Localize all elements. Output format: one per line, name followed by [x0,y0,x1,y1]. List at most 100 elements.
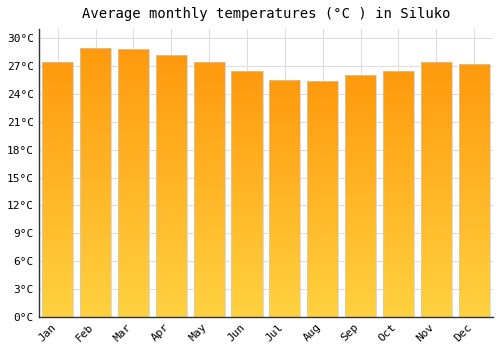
Bar [345,286,376,288]
Bar [421,74,452,77]
Bar [42,95,74,97]
Bar [383,164,414,167]
Bar [42,184,74,187]
Bar [270,139,300,142]
Bar [421,253,452,255]
Bar [421,204,452,207]
Bar [194,294,224,296]
Bar [156,228,187,230]
Bar [421,62,452,317]
Bar [270,239,300,241]
Bar [345,136,376,138]
Bar [307,253,338,255]
Bar [232,169,262,172]
Bar [42,84,74,87]
Bar [307,166,338,168]
Bar [383,191,414,194]
Bar [421,273,452,276]
Bar [194,197,224,199]
Bar [270,118,300,120]
Bar [194,187,224,189]
Bar [194,184,224,187]
Bar [421,179,452,182]
Bar [458,140,490,142]
Bar [307,107,338,109]
Bar [421,128,452,131]
Bar [42,294,74,296]
Bar [118,236,149,239]
Bar [383,228,414,231]
Bar [421,192,452,194]
Bar [232,127,262,130]
Bar [307,272,338,274]
Bar [458,266,490,269]
Bar [345,158,376,160]
Bar [42,248,74,251]
Bar [232,209,262,211]
Bar [118,54,149,57]
Bar [194,284,224,286]
Bar [383,255,414,258]
Bar [307,149,338,152]
Bar [118,161,149,164]
Bar [458,150,490,153]
Bar [345,143,376,146]
Bar [270,210,300,213]
Bar [194,271,224,273]
Bar [42,261,74,263]
Bar [80,131,111,134]
Bar [307,124,338,126]
Bar [80,312,111,314]
Bar [42,79,74,82]
Bar [80,303,111,306]
Bar [118,169,149,172]
Bar [421,258,452,261]
Bar [270,85,300,87]
Bar [156,246,187,249]
Bar [194,289,224,291]
Bar [307,296,338,298]
Bar [421,296,452,299]
Bar [80,225,111,228]
Bar [345,307,376,309]
Bar [421,210,452,212]
Bar [345,268,376,271]
Bar [118,268,149,271]
Bar [156,236,187,238]
Bar [421,156,452,159]
Bar [307,248,338,251]
Bar [194,90,224,92]
Bar [383,96,414,98]
Bar [80,258,111,260]
Bar [383,204,414,206]
Bar [194,120,224,123]
Bar [345,237,376,240]
Bar [156,71,187,74]
Bar [383,250,414,253]
Bar [232,304,262,307]
Bar [345,305,376,307]
Bar [194,125,224,128]
Bar [156,270,187,272]
Bar [194,92,224,95]
Bar [383,295,414,297]
Bar [307,135,338,138]
Bar [458,72,490,75]
Bar [118,194,149,196]
Bar [345,170,376,172]
Bar [307,180,338,182]
Bar [156,68,187,71]
Bar [383,147,414,149]
Bar [80,142,111,145]
Bar [383,312,414,314]
Bar [458,102,490,105]
Bar [458,279,490,281]
Bar [156,160,187,162]
Bar [458,251,490,254]
Bar [156,149,187,152]
Bar [42,182,74,184]
Bar [118,258,149,260]
Bar [42,97,74,100]
Bar [194,314,224,317]
Bar [458,125,490,127]
